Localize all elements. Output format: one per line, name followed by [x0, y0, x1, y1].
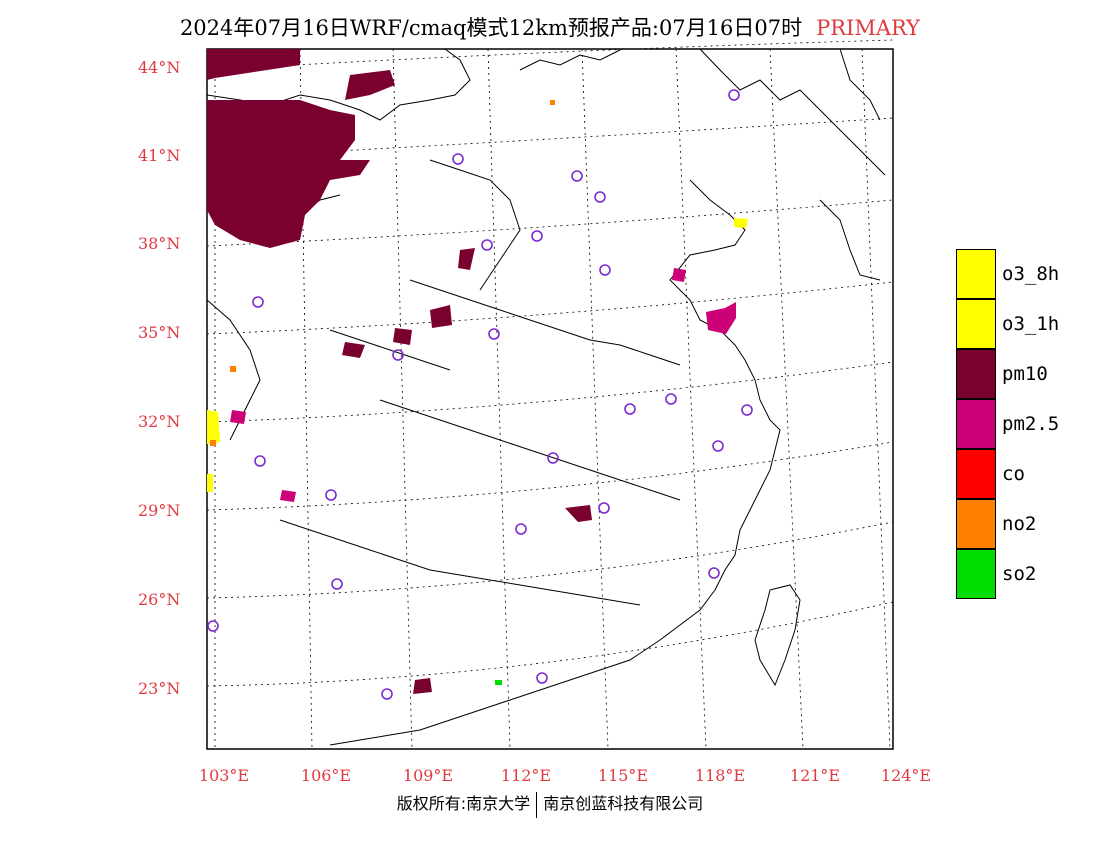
footer-divider — [536, 791, 538, 818]
lon-label-118: 118°E — [694, 766, 746, 785]
pm25-cells — [230, 268, 736, 502]
lon-label-124: 124°E — [880, 766, 932, 785]
legend-swatch — [956, 349, 996, 399]
lat-label-29: 29°N — [138, 501, 181, 520]
lon-label-121: 121°E — [789, 766, 841, 785]
legend-label: pm2.5 — [1002, 413, 1060, 435]
no2-cells — [210, 100, 555, 446]
legend-label: no2 — [1002, 513, 1037, 535]
legend-swatch — [956, 549, 996, 599]
station-markers — [207, 89, 753, 700]
lon-label-112: 112°E — [500, 766, 552, 785]
legend-label: pm10 — [1002, 363, 1048, 385]
legend-swatch — [956, 399, 996, 449]
legend-swatch — [956, 449, 996, 499]
title-tag: PRIMARY — [816, 16, 921, 40]
legend-swatch — [956, 249, 996, 299]
legend-item-o3-1h: o3_1h — [956, 299, 1096, 349]
legend: o3_8h o3_1h pm10 pm2.5 co no2 so2 — [956, 249, 1096, 599]
legend-label: o3_8h — [1002, 263, 1060, 285]
copyright-right: 南京创蓝科技有限公司 — [543, 794, 704, 813]
legend-item-no2: no2 — [956, 499, 1096, 549]
legend-item-so2: so2 — [956, 549, 1096, 599]
legend-swatch — [956, 299, 996, 349]
legend-label: co — [1002, 463, 1025, 485]
copyright-left: 版权所有:南京大学 — [396, 794, 531, 813]
lat-label-32: 32°N — [138, 412, 181, 431]
map-title: 2024年07月16日WRF/cmaq模式12km预报产品:07月16日07时 P… — [0, 12, 1100, 42]
legend-label: o3_1h — [1002, 313, 1060, 335]
legend-label: so2 — [1002, 563, 1037, 585]
legend-item-pm10: pm10 — [956, 349, 1096, 399]
lat-label-35: 35°N — [138, 323, 181, 342]
copyright-footer: 版权所有:南京大学 南京创蓝科技有限公司 — [0, 790, 1100, 818]
lat-label-26: 26°N — [138, 590, 181, 609]
lon-label-106: 106°E — [300, 766, 352, 785]
o3-cells — [207, 218, 748, 492]
lon-label-115: 115°E — [597, 766, 649, 785]
lat-label-41: 41°N — [138, 146, 181, 165]
lon-label-109: 109°E — [402, 766, 454, 785]
legend-item-pm25: pm2.5 — [956, 399, 1096, 449]
legend-item-o3-8h: o3_8h — [956, 249, 1096, 299]
lat-label-44: 44°N — [138, 58, 181, 77]
lat-label-23: 23°N — [138, 679, 181, 698]
graticule — [206, 39, 894, 750]
lat-label-38: 38°N — [138, 234, 181, 253]
boundaries — [206, 48, 886, 746]
legend-item-co: co — [956, 449, 1096, 499]
lon-label-103: 103°E — [198, 766, 250, 785]
title-text: 2024年07月16日WRF/cmaq模式12km预报产品:07月16日07时 — [179, 16, 803, 40]
legend-swatch — [956, 499, 996, 549]
pm10-cells — [207, 49, 592, 694]
so2-cells — [495, 680, 502, 685]
